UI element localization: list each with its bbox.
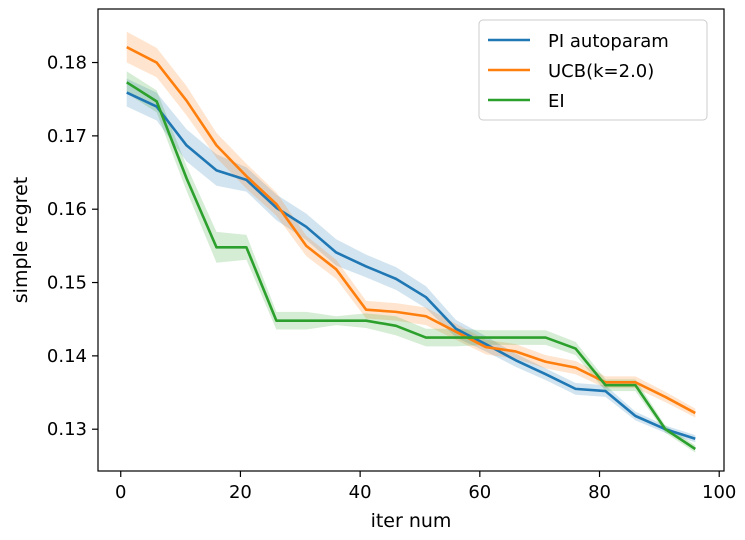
plot-area-frame [97, 8, 725, 472]
line-series-2 [126, 81, 696, 451]
x-tick-label: 20 [229, 482, 252, 503]
y-tick-label: 0.14 [47, 346, 87, 367]
legend-label: UCB(k=2.0) [548, 61, 654, 82]
x-tick-label: 60 [468, 482, 491, 503]
x-tick-label: 100 [702, 482, 736, 503]
legend-label: PI autoparam [548, 31, 669, 52]
x-tick-label: 0 [115, 482, 126, 503]
legend-label: EI [548, 91, 565, 112]
x-tick-label: 80 [588, 482, 611, 503]
confidence-bands [126, 31, 696, 453]
legend: PI autoparam UCB(k=2.0) EI [478, 19, 708, 121]
x-axis-label: iter num [371, 510, 452, 532]
line-series-0 [126, 91, 696, 440]
y-axis-ticks: 0.13 0.14 0.15 0.16 0.17 0.18 [47, 53, 98, 440]
y-tick-label: 0.17 [47, 126, 87, 147]
y-tick-label: 0.16 [47, 199, 87, 220]
series-lines [126, 45, 696, 451]
y-tick-label: 0.15 [47, 273, 87, 294]
y-tick-label: 0.13 [47, 419, 87, 440]
y-axis-label: simple regret [10, 177, 32, 303]
y-tick-label: 0.18 [47, 53, 87, 74]
band-series-1 [126, 31, 696, 418]
legend-box [478, 19, 708, 121]
x-axis-ticks: 0 20 40 60 80 100 [115, 471, 736, 503]
x-tick-label: 40 [349, 482, 372, 503]
